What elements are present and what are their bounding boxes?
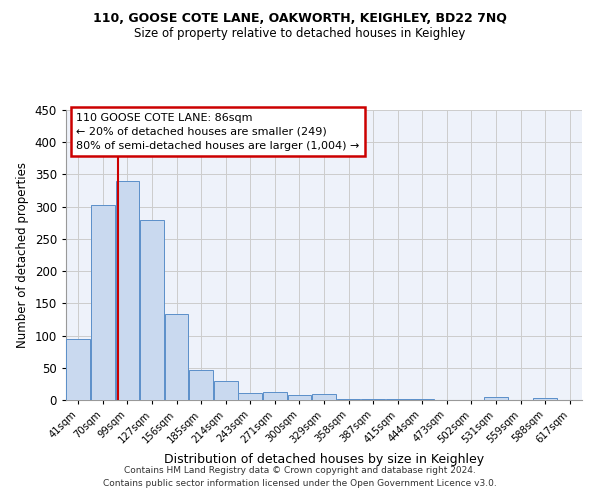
X-axis label: Distribution of detached houses by size in Keighley: Distribution of detached houses by size …: [164, 453, 484, 466]
Bar: [67, 339, 90, 400]
Bar: [484, 398, 508, 400]
Y-axis label: Number of detached properties: Number of detached properties: [16, 162, 29, 348]
Bar: [533, 398, 557, 400]
Text: 110 GOOSE COTE LANE: 86sqm
← 20% of detached houses are smaller (249)
80% of sem: 110 GOOSE COTE LANE: 86sqm ← 20% of deta…: [76, 113, 359, 151]
Bar: [337, 398, 361, 400]
Text: 110, GOOSE COTE LANE, OAKWORTH, KEIGHLEY, BD22 7NQ: 110, GOOSE COTE LANE, OAKWORTH, KEIGHLEY…: [93, 12, 507, 26]
Text: Size of property relative to detached houses in Keighley: Size of property relative to detached ho…: [134, 28, 466, 40]
Bar: [287, 395, 311, 400]
Bar: [189, 370, 213, 400]
Bar: [386, 398, 410, 400]
Bar: [116, 181, 139, 400]
Bar: [214, 380, 238, 400]
Bar: [312, 394, 336, 400]
Bar: [263, 392, 287, 400]
Text: Contains HM Land Registry data © Crown copyright and database right 2024.
Contai: Contains HM Land Registry data © Crown c…: [103, 466, 497, 487]
Bar: [140, 220, 164, 400]
Bar: [164, 314, 188, 400]
Bar: [91, 204, 115, 400]
Bar: [238, 393, 262, 400]
